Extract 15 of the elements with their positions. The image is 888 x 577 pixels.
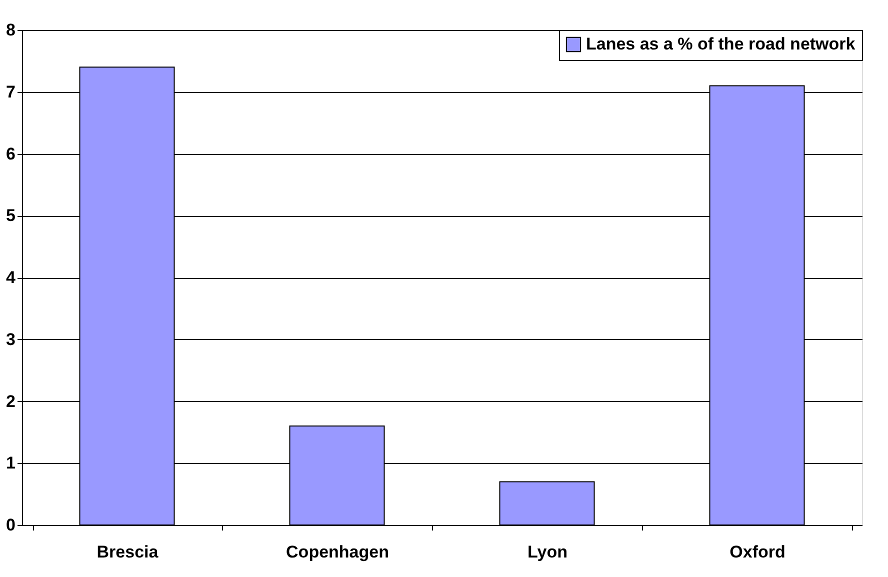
x-tick-label: Lyon <box>528 542 568 562</box>
y-tick-label: 8 <box>6 20 16 40</box>
x-tick-label: Oxford <box>730 542 786 562</box>
y-tick-label: 3 <box>6 330 16 349</box>
x-tick-label: Copenhagen <box>286 542 389 562</box>
x-tick-label: Brescia <box>96 542 159 562</box>
y-tick-label: 4 <box>6 268 16 287</box>
y-tick-label: 7 <box>6 82 16 102</box>
y-tick-label: 1 <box>6 454 16 473</box>
y-tick-label: 6 <box>6 144 16 164</box>
y-tick-label: 2 <box>6 392 16 411</box>
legend-label: Lanes as a % of the road network <box>586 34 856 54</box>
y-tick-label: 0 <box>6 516 16 534</box>
bar <box>499 481 595 526</box>
y-tick-label: 5 <box>6 206 16 226</box>
